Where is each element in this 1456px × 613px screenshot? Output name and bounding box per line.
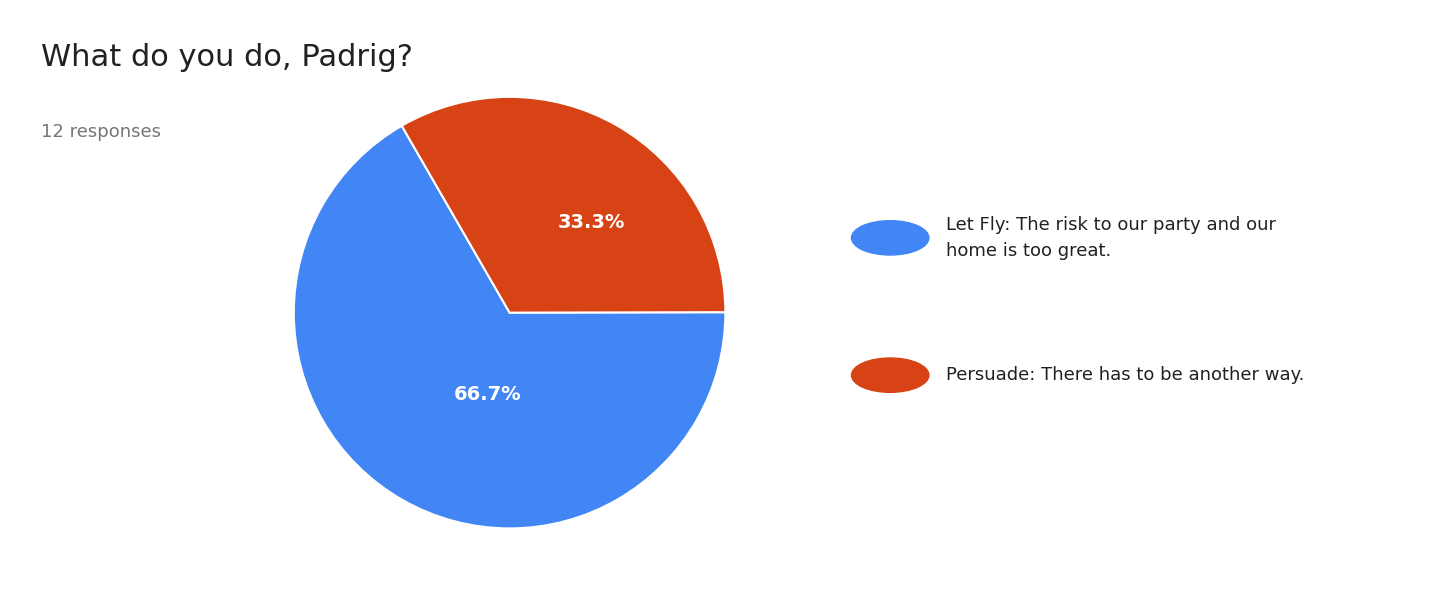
Text: Persuade: There has to be another way.: Persuade: There has to be another way. (945, 366, 1305, 384)
Circle shape (852, 221, 929, 255)
Text: 33.3%: 33.3% (558, 213, 625, 232)
Wedge shape (294, 126, 725, 528)
Text: 12 responses: 12 responses (41, 123, 160, 140)
Wedge shape (402, 97, 725, 313)
Text: 66.7%: 66.7% (454, 385, 521, 404)
Text: Let Fly: The risk to our party and our
home is too great.: Let Fly: The risk to our party and our h… (945, 216, 1275, 260)
Text: What do you do, Padrig?: What do you do, Padrig? (41, 43, 412, 72)
Circle shape (852, 358, 929, 392)
